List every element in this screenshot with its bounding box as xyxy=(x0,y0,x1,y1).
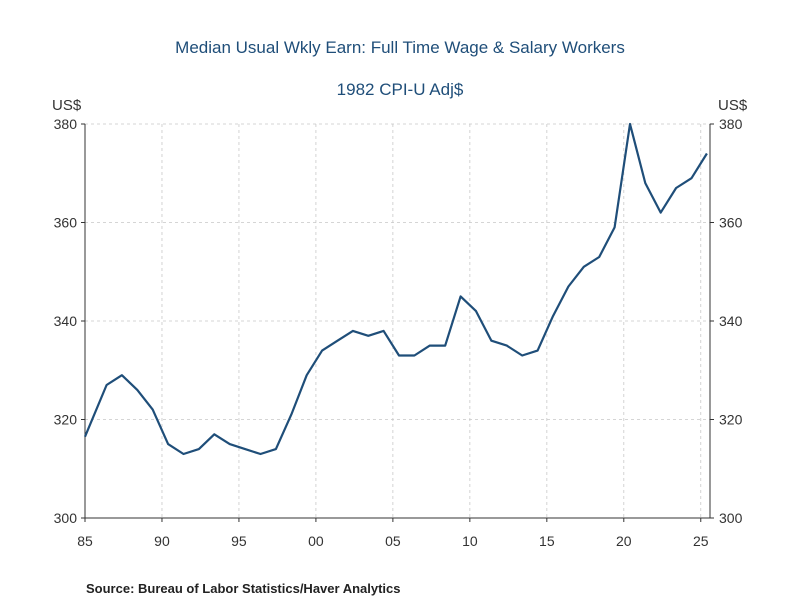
left-axis-unit: US$ xyxy=(52,97,82,114)
series-line xyxy=(83,122,708,456)
x-tick-label: 20 xyxy=(616,533,632,549)
chart-title: Median Usual Wkly Earn: Full Time Wage &… xyxy=(175,38,625,57)
right-axis-unit: US$ xyxy=(718,97,748,114)
y-tick-label-left: 320 xyxy=(54,412,78,428)
x-tick-label: 05 xyxy=(385,533,401,549)
y-tick-label-right: 320 xyxy=(719,412,743,428)
y-tick-label-right: 340 xyxy=(719,313,743,329)
x-tick-label: 15 xyxy=(539,533,555,549)
y-tick-label-right: 300 xyxy=(719,510,743,526)
x-tick-label: 85 xyxy=(77,533,93,549)
y-tick-label-left: 380 xyxy=(54,116,78,132)
y-tick-label-right: 360 xyxy=(719,215,743,231)
chart-subtitle: 1982 CPI-U Adj$ xyxy=(336,80,464,99)
x-tick-label: 00 xyxy=(308,533,324,549)
x-tick-label: 95 xyxy=(231,533,247,549)
y-tick-label-left: 300 xyxy=(54,510,78,526)
y-tick-label-left: 360 xyxy=(54,215,78,231)
x-tick-label: 10 xyxy=(462,533,478,549)
x-tick-label: 90 xyxy=(154,533,170,549)
y-tick-label-left: 340 xyxy=(54,313,78,329)
source-note: Source: Bureau of Labor Statistics/Haver… xyxy=(86,581,401,596)
x-tick-label: 25 xyxy=(693,533,709,549)
y-tick-label-right: 380 xyxy=(719,116,743,132)
